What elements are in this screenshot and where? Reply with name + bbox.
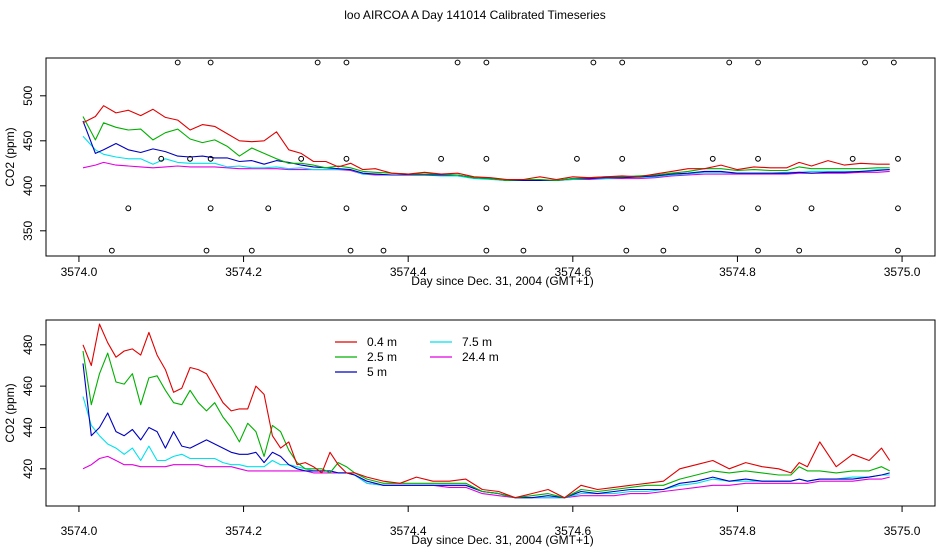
reference-marker bbox=[895, 247, 901, 254]
reference-marker bbox=[574, 155, 580, 162]
reference-marker bbox=[619, 59, 626, 66]
figure-title: loo AIRCOA A Day 141014 Calibrated Times… bbox=[344, 8, 605, 22]
reference-marker bbox=[203, 247, 210, 254]
legend-label: 24.4 m bbox=[462, 350, 499, 364]
series-line-25m bbox=[82, 116, 890, 181]
reference-marker bbox=[672, 205, 679, 212]
reference-marker bbox=[298, 155, 305, 162]
series-group bbox=[82, 323, 891, 499]
x-tick-label: 3575.0 bbox=[884, 265, 921, 279]
reference-marker bbox=[520, 247, 527, 254]
reference-marker bbox=[401, 205, 407, 212]
y-tick-label: 400 bbox=[21, 175, 35, 195]
reference-marker bbox=[454, 59, 461, 66]
reference-marker bbox=[808, 205, 815, 212]
y-tick-label: 350 bbox=[21, 220, 35, 240]
reference-marker bbox=[619, 155, 626, 162]
x-tick-label: 3574.0 bbox=[61, 524, 98, 538]
reference-marker bbox=[343, 205, 350, 212]
reference-marker bbox=[755, 247, 761, 254]
plot-frame bbox=[45, 319, 936, 507]
reference-marker bbox=[314, 59, 321, 66]
reference-marker bbox=[660, 247, 667, 254]
reference-marker bbox=[248, 247, 255, 254]
x-tick-label: 3574.8 bbox=[719, 265, 756, 279]
x-axis-label: Day since Dec. 31, 2004 (GMT+1) bbox=[411, 274, 593, 288]
y-tick-label: 420 bbox=[21, 458, 35, 478]
reference-marker bbox=[726, 59, 733, 66]
x-tick-label: 3575.0 bbox=[884, 524, 921, 538]
series-line-5m bbox=[82, 363, 890, 499]
reference-marker bbox=[343, 155, 350, 162]
x-tick-label: 3574.8 bbox=[719, 524, 756, 538]
reference-marker bbox=[207, 205, 214, 212]
y-axis-label: CO2 (ppm) bbox=[3, 383, 17, 442]
reference-marker bbox=[483, 205, 490, 212]
reference-marker bbox=[174, 59, 181, 66]
x-tick-label: 3574.2 bbox=[225, 265, 262, 279]
reference-marker bbox=[536, 205, 543, 212]
reference-marker bbox=[709, 155, 716, 162]
y-tick-label: 450 bbox=[21, 130, 35, 150]
y-axis-label: CO2 (ppm) bbox=[3, 127, 17, 186]
reference-marker bbox=[755, 59, 761, 66]
x-tick-label: 3574.0 bbox=[61, 265, 98, 279]
legend-label: 0.4 m bbox=[367, 335, 397, 349]
x-tick-label: 3574.4 bbox=[390, 265, 427, 279]
reference-marker bbox=[755, 155, 761, 162]
reference-marker bbox=[895, 155, 901, 162]
reference-marker bbox=[125, 205, 132, 212]
series-line-25m bbox=[82, 350, 890, 499]
reference-marker bbox=[483, 59, 490, 66]
x-tick-label: 3574.2 bbox=[225, 524, 262, 538]
reference-marker bbox=[347, 247, 354, 254]
reference-marker bbox=[343, 59, 350, 66]
reference-marker bbox=[590, 59, 597, 66]
series-group bbox=[82, 105, 890, 181]
reference-marker bbox=[619, 205, 626, 212]
reference-marker bbox=[890, 59, 897, 66]
reference-marker bbox=[862, 59, 868, 66]
reference-marker bbox=[483, 247, 490, 254]
y-tick-label: 500 bbox=[21, 85, 35, 105]
plot-frame bbox=[45, 57, 936, 257]
x-tick-label: 3574.4 bbox=[390, 524, 427, 538]
series-line-5m bbox=[82, 120, 890, 181]
y-tick-label: 440 bbox=[21, 417, 35, 437]
top-panel: 3574.0 3574.2 3574.4 3574.6 3574.8 3575.0 350 4… bbox=[3, 57, 936, 288]
reference-marker bbox=[849, 155, 856, 162]
reference-marker bbox=[755, 205, 761, 212]
legend-label: 5 m bbox=[367, 365, 387, 379]
y-tick-label: 480 bbox=[21, 334, 35, 354]
x-tick-label: 3574.6 bbox=[554, 265, 591, 279]
reference-marker bbox=[623, 247, 630, 254]
reference-marker bbox=[158, 155, 165, 162]
reference-marker bbox=[207, 155, 214, 162]
reference-marker bbox=[483, 155, 490, 162]
x-tick-label: 3574.6 bbox=[554, 524, 591, 538]
series-line-75m bbox=[82, 396, 890, 499]
reference-marker bbox=[108, 247, 115, 254]
reference-marker bbox=[207, 59, 214, 66]
reference-marker bbox=[796, 247, 803, 254]
reference-marker bbox=[895, 205, 901, 212]
reference-marker bbox=[265, 205, 272, 212]
reference-marker bbox=[380, 247, 387, 254]
x-axis-label: Day since Dec. 31, 2004 (GMT+1) bbox=[411, 533, 593, 547]
legend-label: 2.5 m bbox=[367, 350, 397, 364]
series-line-04m bbox=[82, 105, 890, 181]
bottom-panel: 3574.0 3574.2 3574.4 3574.6 3574.8 3575.0 420 4… bbox=[3, 319, 936, 547]
legend: 0.4 m2.5 m5 m 7.5 m24.4 m bbox=[335, 335, 499, 379]
reference-marker bbox=[187, 155, 193, 162]
reference-marker bbox=[438, 155, 445, 162]
legend-label: 7.5 m bbox=[462, 335, 492, 349]
y-tick-label: 460 bbox=[21, 376, 35, 396]
series-line-04m bbox=[82, 323, 891, 499]
